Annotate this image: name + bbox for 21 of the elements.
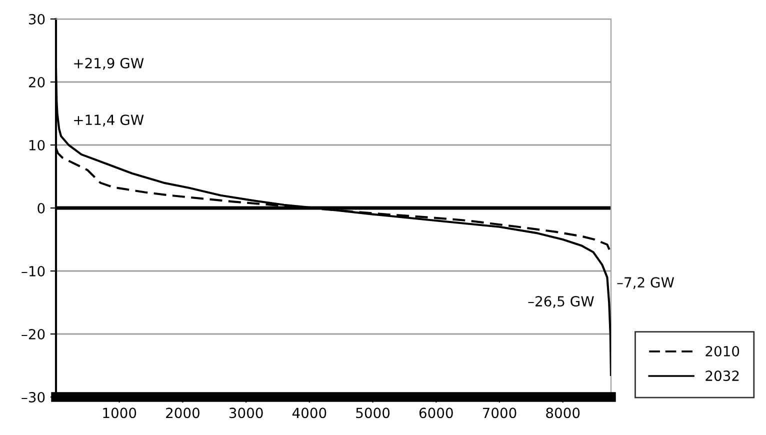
y-tick-label: 30 bbox=[28, 14, 45, 24]
x-tick-label: 7000 bbox=[482, 408, 516, 418]
y-tick-label: –30 bbox=[22, 392, 45, 402]
text: –7,2 GW bbox=[617, 277, 674, 290]
annotation: +11,4 GW bbox=[74, 114, 144, 127]
y-tick-label: –10 bbox=[22, 266, 45, 276]
legend-label: 2010 bbox=[706, 346, 740, 356]
y-tick-label: 0 bbox=[38, 202, 45, 214]
y-tick-label: 10 bbox=[29, 140, 45, 150]
x-tick-label: 8000 bbox=[546, 408, 580, 418]
x-tick-label: 2000 bbox=[166, 408, 200, 418]
x-tick-label: 4000 bbox=[292, 408, 326, 418]
y-tick-label: 20 bbox=[28, 76, 45, 88]
x-tick-label: 6000 bbox=[419, 408, 453, 418]
y-tick-label: –20 bbox=[22, 328, 45, 340]
annotation: +21,9 GW bbox=[74, 58, 144, 70]
x-tick-label: 5000 bbox=[356, 408, 390, 418]
x-tick-label: 3000 bbox=[229, 408, 263, 418]
legend-label: 2032 bbox=[706, 370, 739, 382]
x-tick-label: 1000 bbox=[103, 408, 136, 418]
annotation: –26,5 GW bbox=[528, 296, 594, 308]
